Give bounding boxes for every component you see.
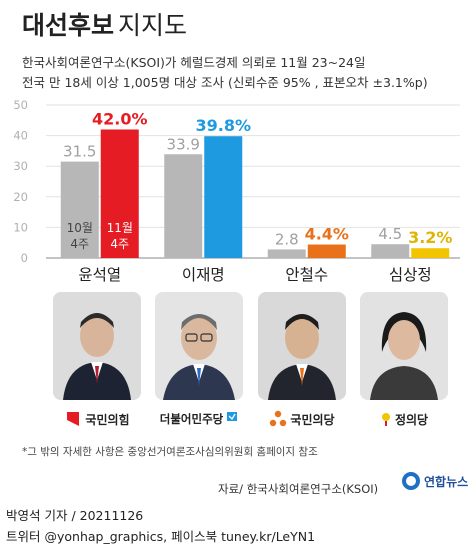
subtitle-line-2: 전국 만 18세 이상 1,005명 대상 조사 (신뢰수준 95% , 표본오… xyxy=(22,75,428,90)
candidate-photo-yoon-icon xyxy=(53,292,141,400)
party-name-democratic: 더불어민주당 xyxy=(159,412,224,426)
bar-old-3 xyxy=(371,244,410,258)
legend-old-line2: 4주 xyxy=(70,237,89,251)
value-label-old: 4.5 xyxy=(378,225,402,243)
y-tick-label: 50 xyxy=(13,98,28,112)
yonhap-logo-icon xyxy=(402,472,420,490)
bar-old-2 xyxy=(267,249,306,258)
democratic-party-flag-icon xyxy=(227,412,238,421)
bar-chart: 0 10 20 30 40 50 31.5 42.0% 윤석열 10월 4주 11월 4주 33.939.… xyxy=(13,98,460,284)
bar-old-0 xyxy=(60,161,99,258)
party-name-justice: 정의당 xyxy=(394,412,429,427)
social-links: 트위터 @yonhap_graphics, 페이스북 tuney.kr/LeYN… xyxy=(6,529,316,544)
peoples-party-logo-icon xyxy=(270,410,287,427)
y-tick-label: 40 xyxy=(13,129,28,143)
legend-new-line2: 4주 xyxy=(110,237,129,251)
value-label-old: 33.9 xyxy=(167,135,200,153)
justice-party-logo-icon xyxy=(381,413,390,426)
legend-new-line1: 11월 xyxy=(107,221,133,235)
value-label-new: 3.2% xyxy=(408,228,452,247)
y-tick-label: 30 xyxy=(13,159,28,173)
subtitle-line-1: 한국사회여론연구소(KSOI)가 헤럴드경제 의뢰로 11월 23~24일 xyxy=(22,55,366,70)
candidate-photo-sim-icon xyxy=(360,292,448,400)
agency-logo: 연합뉴스 xyxy=(402,472,468,490)
party-ppp: 국민의힘 xyxy=(53,408,141,430)
title-rest: 지지도 xyxy=(118,11,188,40)
category-label: 이재명 xyxy=(182,266,225,284)
party-justice: 정의당 xyxy=(360,408,448,430)
party-name-ppp: 국민의힘 xyxy=(85,412,130,427)
value-label-new: 39.8% xyxy=(195,116,251,135)
bar-new-0 xyxy=(100,129,139,258)
category-label: 심상정 xyxy=(389,266,432,284)
ppp-logo-icon xyxy=(67,412,80,426)
value-label-old: 2.8 xyxy=(275,230,299,248)
footnote: *그 밖의 자세한 사항은 중앙선거여론조사심의위원회 홈페이지 참조 xyxy=(22,446,318,458)
category-label: 윤석열 xyxy=(78,266,121,284)
bar-old-1 xyxy=(164,154,203,258)
candidate-photo-lee-icon xyxy=(155,292,243,400)
candidate-photo-ahn-icon xyxy=(258,292,346,400)
value-label-new: 42.0% xyxy=(92,109,148,128)
y-tick-label: 20 xyxy=(13,190,28,204)
category-label: 안철수 xyxy=(285,266,328,284)
bar-new-1 xyxy=(204,136,243,258)
value-label-old: 31.5 xyxy=(63,143,96,161)
y-tick-label: 0 xyxy=(21,251,28,265)
bar-new-3 xyxy=(411,248,450,258)
party-peoples: 국민의당 xyxy=(258,408,346,430)
page-title: 대선후보 지지도 xyxy=(22,6,187,42)
agency-name: 연합뉴스 xyxy=(424,474,469,489)
bar-new-2 xyxy=(307,244,346,258)
y-tick-label: 10 xyxy=(13,220,28,234)
title-bold: 대선후보 xyxy=(22,11,115,40)
value-label-new: 4.4% xyxy=(305,225,349,244)
party-name-peoples: 국민의당 xyxy=(290,412,335,427)
party-democratic: 더불어민주당 xyxy=(150,408,248,430)
legend-old-line1: 10월 xyxy=(67,221,93,235)
byline: 박영석 기자 / 20211126 xyxy=(6,508,144,523)
source-label: 자료/ 한국사회여론연구소(KSOI) xyxy=(218,482,379,496)
